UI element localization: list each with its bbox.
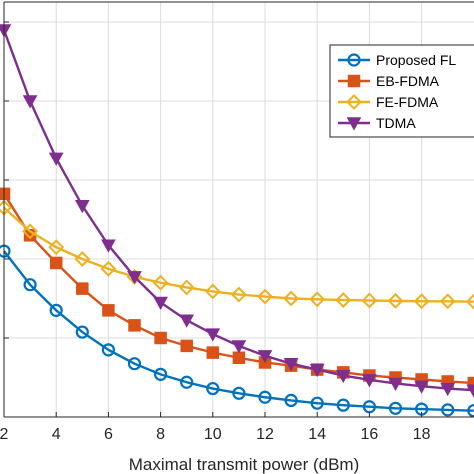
data-point bbox=[309, 363, 325, 378]
data-point bbox=[284, 393, 298, 408]
x-tick-label: 16 bbox=[361, 426, 379, 443]
series-line bbox=[3, 250, 474, 412]
data-point bbox=[127, 357, 142, 371]
series-fe-fdma bbox=[0, 199, 474, 310]
data-point bbox=[49, 256, 63, 270]
series-tdma bbox=[0, 24, 474, 398]
legend-item: Proposed FL bbox=[338, 52, 456, 68]
x-tick-label: 18 bbox=[413, 426, 431, 443]
data-point bbox=[101, 343, 116, 357]
x-tick-labels: 2 4 6 8 10 12 14 16 18 bbox=[0, 426, 431, 443]
data-point bbox=[74, 199, 90, 214]
data-point bbox=[22, 223, 39, 240]
data-point bbox=[205, 328, 221, 342]
data-point bbox=[231, 340, 247, 354]
data-point bbox=[283, 290, 300, 307]
data-point bbox=[414, 380, 429, 394]
data-point bbox=[152, 274, 169, 291]
data-point bbox=[440, 382, 456, 397]
data-point bbox=[346, 117, 362, 131]
data-point bbox=[347, 74, 361, 88]
data-point bbox=[232, 351, 246, 364]
legend-item: FE-FDMA bbox=[338, 94, 439, 110]
legend-label: TDMA bbox=[376, 115, 416, 131]
data-point bbox=[76, 282, 89, 295]
x-axis-label: Maximal transmit power (dBm) bbox=[129, 455, 360, 474]
axes bbox=[3, 1, 474, 418]
data-point bbox=[180, 339, 193, 353]
data-point bbox=[74, 251, 91, 267]
data-point bbox=[413, 293, 430, 310]
series-line bbox=[3, 206, 474, 303]
data-point bbox=[0, 24, 12, 38]
series-layer bbox=[0, 24, 474, 418]
data-point bbox=[154, 367, 168, 381]
data-point bbox=[100, 260, 117, 277]
data-point bbox=[128, 319, 141, 332]
data-point bbox=[335, 292, 352, 308]
legend: Proposed FL EB-FDMA FE-FDMA TDMA bbox=[329, 44, 474, 138]
data-point bbox=[75, 325, 89, 339]
x-tick-label: 10 bbox=[204, 426, 222, 443]
legend-label: EB-FDMA bbox=[376, 73, 440, 89]
data-point bbox=[154, 331, 167, 345]
data-point bbox=[180, 375, 194, 389]
data-point bbox=[347, 53, 361, 67]
data-point bbox=[346, 94, 362, 110]
x-tick-label: 2 bbox=[0, 426, 9, 443]
data-point bbox=[48, 239, 65, 256]
legend-item: TDMA bbox=[338, 115, 416, 131]
data-point bbox=[257, 288, 273, 305]
data-point bbox=[127, 271, 142, 285]
data-point bbox=[48, 152, 64, 166]
data-point bbox=[206, 346, 220, 359]
data-point bbox=[206, 381, 220, 396]
series-proposed-fl bbox=[0, 244, 474, 418]
data-point bbox=[388, 377, 403, 391]
data-point bbox=[336, 398, 350, 412]
data-point bbox=[153, 296, 168, 310]
data-point bbox=[309, 291, 326, 308]
data-point bbox=[388, 401, 403, 415]
data-point bbox=[335, 369, 351, 384]
data-point bbox=[204, 283, 221, 300]
x-tick-label: 6 bbox=[104, 426, 113, 443]
data-point bbox=[283, 357, 299, 372]
data-point bbox=[49, 303, 63, 317]
data-point bbox=[361, 292, 378, 309]
data-point bbox=[441, 403, 455, 417]
legend-label: Proposed FL bbox=[376, 52, 456, 68]
x-tick-label: 14 bbox=[308, 426, 326, 443]
data-point bbox=[178, 279, 195, 296]
data-point bbox=[232, 386, 246, 400]
data-point bbox=[0, 187, 11, 201]
x-tick-label: 4 bbox=[52, 426, 61, 443]
data-point bbox=[439, 293, 456, 310]
data-point bbox=[101, 239, 116, 253]
data-point bbox=[23, 278, 37, 292]
legend-label: FE-FDMA bbox=[376, 94, 439, 110]
x-tick-label: 12 bbox=[256, 426, 274, 443]
legend-item: EB-FDMA bbox=[338, 73, 440, 89]
data-point bbox=[258, 390, 272, 404]
data-point bbox=[257, 350, 273, 364]
data-point bbox=[22, 95, 38, 109]
x-tick-label: 8 bbox=[156, 426, 165, 443]
data-point bbox=[310, 396, 324, 410]
series-eb-fdma bbox=[0, 187, 474, 390]
data-point bbox=[102, 304, 115, 317]
data-point bbox=[362, 374, 377, 388]
data-point bbox=[387, 292, 404, 309]
data-point bbox=[179, 314, 195, 328]
data-point bbox=[230, 286, 247, 303]
